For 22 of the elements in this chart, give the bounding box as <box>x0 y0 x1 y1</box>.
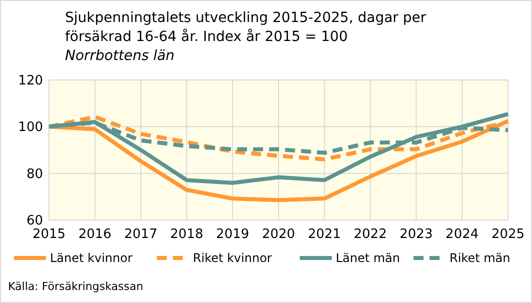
x-tick-label: 2017 <box>124 227 158 242</box>
x-tick-label: 2018 <box>170 227 204 242</box>
legend-label: Länet kvinnor <box>50 251 132 266</box>
x-tick-label: 2019 <box>216 227 250 242</box>
x-tick-label: 2022 <box>354 227 387 242</box>
y-tick-label: 120 <box>18 74 43 89</box>
chart-title: Sjukpenningtalets utveckling 2015-2025, dagar per försäkrad 16-64 år. Index år 2015 = 100 <box>65 10 426 45</box>
legend-label: Länet män <box>336 251 400 266</box>
y-tick-label: 100 <box>18 120 43 136</box>
text: Källa: Försäkringskassan <box>8 280 144 293</box>
legend-label: Riket män <box>450 251 510 266</box>
x-tick-label: 2015 <box>32 227 66 242</box>
x-tick-label: 2021 <box>308 227 341 242</box>
x-tick-label: 2016 <box>78 227 112 242</box>
y-tick-label: 60 <box>26 214 43 229</box>
x-tick-label: 2020 <box>262 227 296 242</box>
chart-subtitle: Norrbottens län <box>65 48 175 64</box>
x-tick-label: 2024 <box>446 227 479 242</box>
x-tick-label: 2025 <box>491 227 525 242</box>
legend-label: Riket kvinnor <box>192 251 272 266</box>
x-tick-label: 2023 <box>400 227 433 242</box>
y-tick-label: 80 <box>26 166 43 182</box>
